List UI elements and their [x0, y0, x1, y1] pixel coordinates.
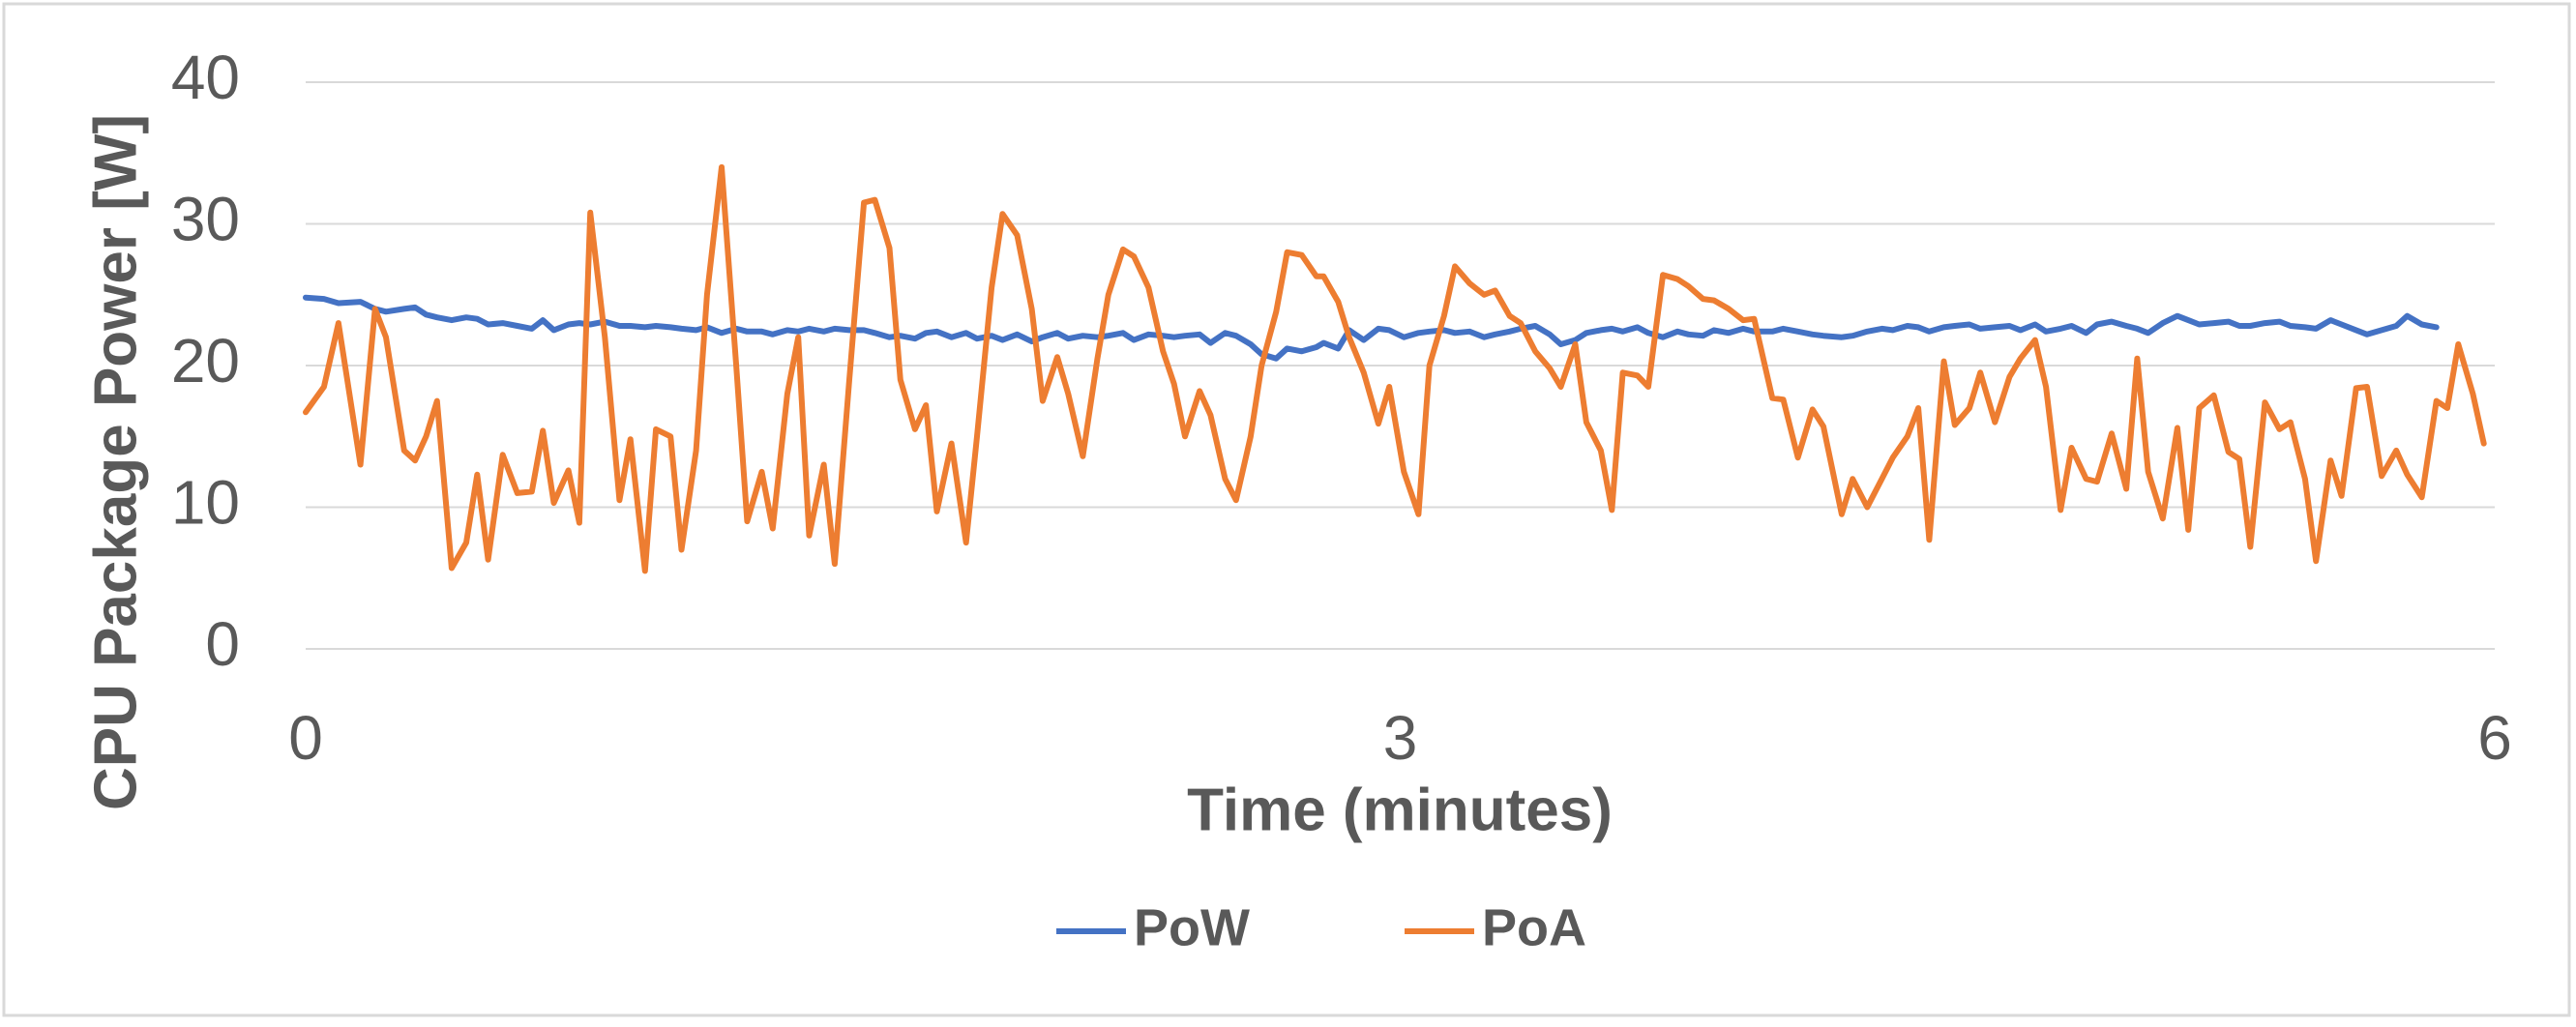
y-axis-title: CPU Package Power [W] [82, 114, 149, 810]
y-tick-label: 20 [171, 326, 240, 396]
y-tick-label: 10 [171, 467, 240, 537]
x-tick-label: 6 [2477, 703, 2512, 773]
series-line [303, 294, 2440, 362]
series-line [303, 163, 2487, 574]
x-tick-label: 3 [1383, 703, 1418, 773]
y-tick-label: 30 [171, 184, 240, 253]
y-tick-label: 40 [171, 43, 240, 112]
x-axis-title: Time (minutes) [1187, 777, 1613, 843]
legend-label: PoW [1134, 898, 1250, 956]
y-tick-label: 0 [205, 609, 240, 679]
x-tick-label: 0 [288, 703, 323, 773]
legend-label: PoA [1482, 898, 1586, 956]
